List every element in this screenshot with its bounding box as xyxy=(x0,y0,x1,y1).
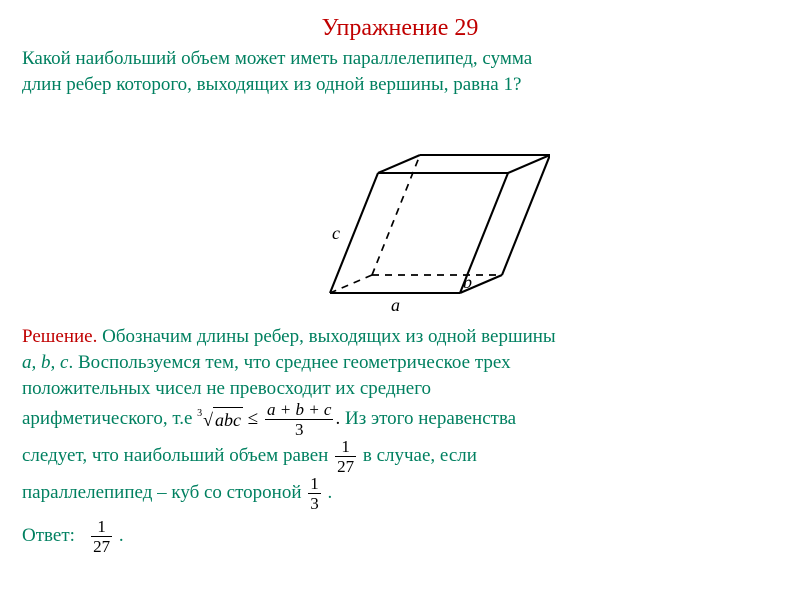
solution-label: Решение. xyxy=(22,326,97,347)
frac-maxvol-num: 1 xyxy=(335,438,356,457)
frac-side-den: 3 xyxy=(308,494,321,512)
frac-amgm-den: 3 xyxy=(265,420,334,438)
frac-amgm-num: a + b + c xyxy=(265,401,334,420)
parallelepiped-svg: a b c xyxy=(250,98,550,313)
answer-label: Ответ: xyxy=(22,525,75,546)
svg-text:c: c xyxy=(332,223,340,243)
solution-vars: a, b, c xyxy=(22,352,68,373)
solution-p2c: в случае, если xyxy=(363,445,477,466)
ineq-period: . xyxy=(335,408,340,429)
svg-text:a: a xyxy=(391,295,400,313)
cuberoot-abc: 3 √abc xyxy=(197,407,243,432)
frac-side: 1 3 xyxy=(308,475,321,512)
solution-p1d: положительных чисел не превосходит их ср… xyxy=(22,378,431,399)
answer-frac-den: 27 xyxy=(91,537,112,555)
svg-text:b: b xyxy=(463,272,472,292)
problem-text: Какой наибольший объем может иметь парал… xyxy=(22,46,778,97)
frac-maxvol-den: 27 xyxy=(335,457,356,475)
exercise-title: Упражнение 29 xyxy=(22,12,778,44)
problem-line2: длин ребер которого, выходящих из одной … xyxy=(22,74,521,95)
answer-period: . xyxy=(119,525,124,546)
solution-p2b: следует, что наибольший объем равен xyxy=(22,445,333,466)
frac-maxvol: 1 27 xyxy=(335,438,356,475)
solution-p3b: . xyxy=(328,482,333,503)
frac-side-num: 1 xyxy=(308,475,321,494)
problem-line1: Какой наибольший объем может иметь парал… xyxy=(22,48,532,69)
parallelepiped-figure: a b c xyxy=(22,98,778,321)
solution-p3a: параллелепипед – куб со стороной xyxy=(22,482,306,503)
solution-p1a: Обозначим длины ребер, выходящих из одно… xyxy=(97,326,555,347)
solution-p2a: Из этого неравенства xyxy=(345,408,516,429)
frac-amgm: a + b + c 3 xyxy=(265,401,334,438)
solution-p1e: арифметического, т.е xyxy=(22,408,197,429)
solution-text: Решение. Обозначим длины ребер, выходящи… xyxy=(22,324,778,512)
answer-block: Ответ: 1 27 . xyxy=(22,518,778,555)
leq-sign: ≤ xyxy=(243,408,263,429)
answer-frac-num: 1 xyxy=(91,518,112,537)
root-index: 3 xyxy=(197,407,202,421)
root-body: abc xyxy=(213,407,243,432)
solution-p1c: . Воспользуемся тем, что среднее геометр… xyxy=(68,352,510,373)
answer-frac: 1 27 xyxy=(91,518,112,555)
